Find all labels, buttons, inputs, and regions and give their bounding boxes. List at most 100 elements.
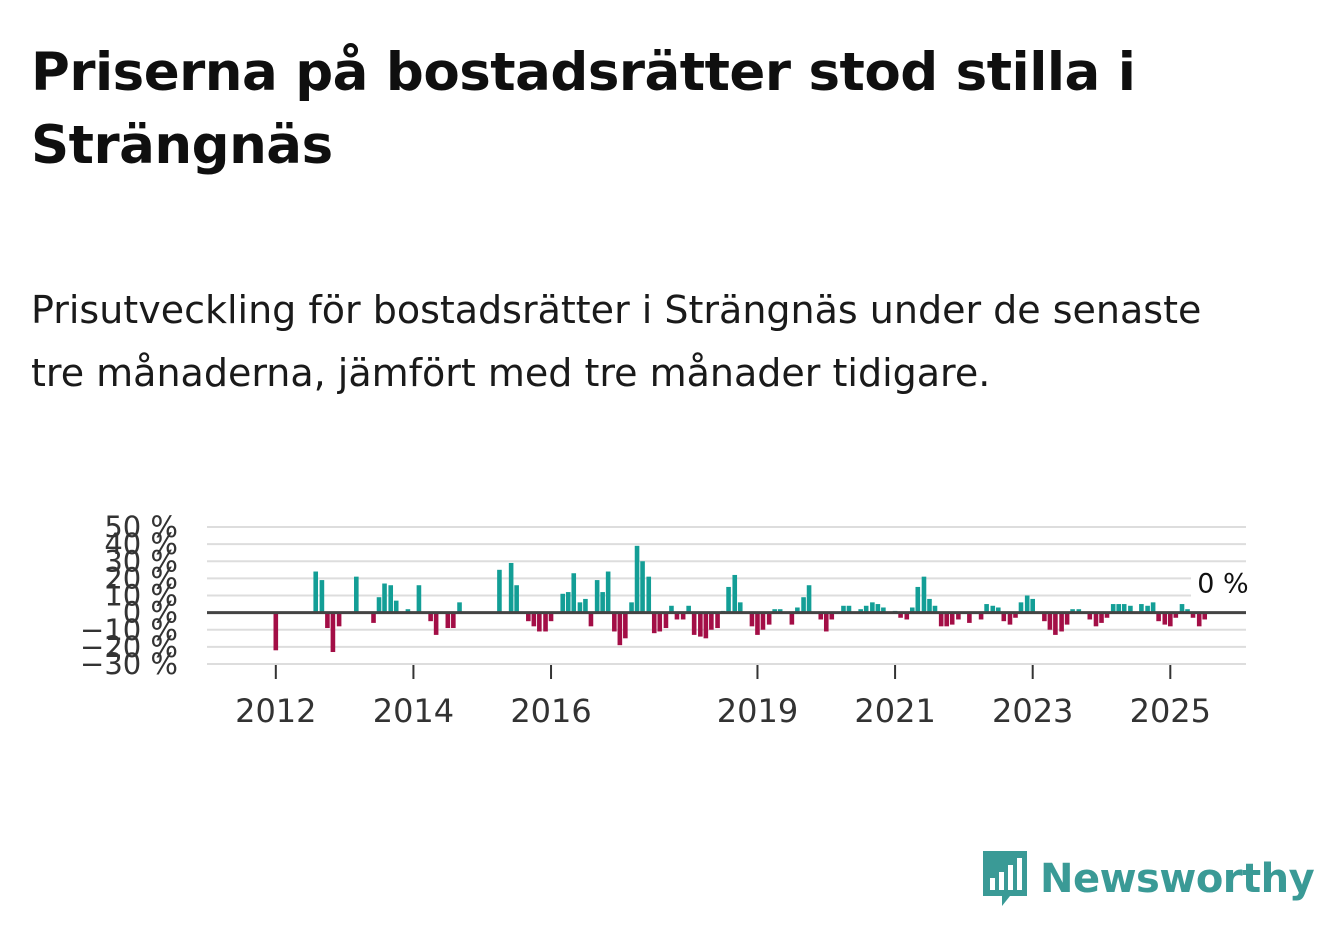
bar <box>915 586 921 613</box>
bar <box>932 605 938 613</box>
bar <box>795 607 800 613</box>
y-axis-ticks: 50 %40 %30 %20 %10 %0 %−10 %−20 %−30 % <box>80 510 178 681</box>
chart-title: Priserna på bostadsrätter stod stilla i … <box>31 42 1136 176</box>
bar <box>634 545 640 613</box>
bar <box>560 593 566 613</box>
bar <box>600 592 605 613</box>
bar <box>755 612 760 635</box>
bar <box>938 612 944 627</box>
bar <box>1001 612 1007 622</box>
bar <box>457 602 462 613</box>
bar <box>732 574 738 613</box>
bar <box>909 607 915 613</box>
bar <box>1168 612 1173 627</box>
bar <box>1093 612 1099 627</box>
bar <box>605 571 611 613</box>
x-tick-label: 2025 <box>1130 692 1211 730</box>
bar <box>818 612 824 620</box>
bar <box>393 600 399 613</box>
bar <box>514 585 519 613</box>
bar <box>1185 609 1190 613</box>
bar <box>789 612 795 625</box>
y-tick-label: 20 % <box>104 561 178 595</box>
y-tick-label: −30 % <box>80 647 178 681</box>
y-tick-label: 30 % <box>104 544 178 578</box>
bar <box>1047 612 1053 630</box>
x-axis-ticks: 2012 2014 2016 2019 2021 2023 2025 <box>235 665 1211 730</box>
bar <box>612 612 617 632</box>
newsworthy-logo-text: Newsworthy <box>1040 856 1315 902</box>
bar <box>319 580 325 613</box>
bar <box>863 605 869 613</box>
bar <box>1059 612 1064 632</box>
bar <box>858 609 863 613</box>
bar <box>956 612 961 620</box>
bar <box>1087 612 1093 620</box>
bar <box>760 612 766 630</box>
bar <box>944 612 949 627</box>
bar <box>984 604 989 613</box>
bar <box>715 612 720 629</box>
bar <box>726 586 731 613</box>
bar <box>737 602 743 613</box>
bar <box>629 602 634 613</box>
bar <box>577 602 583 613</box>
bar <box>1150 602 1156 613</box>
bar <box>526 612 531 622</box>
bar <box>1145 605 1150 613</box>
bar <box>508 562 514 613</box>
bar <box>1013 612 1018 618</box>
bar <box>416 585 422 613</box>
bar <box>921 576 927 613</box>
x-tick-label: 2012 <box>235 692 316 730</box>
bar <box>1053 612 1058 635</box>
bar <box>531 612 537 627</box>
bar <box>1070 609 1075 613</box>
bar <box>698 612 703 637</box>
bar <box>325 612 330 629</box>
y-tick-label: 40 % <box>104 527 178 561</box>
y-tick-label: 10 % <box>104 579 178 613</box>
y-tick-label: −20 % <box>80 630 178 664</box>
bar <box>1139 604 1144 613</box>
bar <box>1121 604 1127 613</box>
price-change-bar-chart: 50 %40 %30 %20 %10 %0 %−10 %−20 %−30 % 2… <box>80 510 1256 730</box>
bar <box>313 571 319 613</box>
bar <box>640 561 645 613</box>
bar <box>995 607 1001 613</box>
bar <box>691 612 697 635</box>
bar <box>898 612 903 618</box>
bar <box>846 605 852 613</box>
bar <box>806 585 812 613</box>
bar <box>875 604 881 613</box>
bar <box>571 573 577 613</box>
bar <box>537 612 542 632</box>
bar <box>990 605 996 613</box>
bar <box>1116 604 1122 613</box>
bar <box>967 612 972 623</box>
bar <box>978 612 984 620</box>
bar <box>388 585 394 613</box>
bar <box>273 612 279 651</box>
bar <box>433 612 439 635</box>
bar <box>1024 595 1030 613</box>
bar <box>686 605 691 613</box>
bar <box>829 612 835 620</box>
bar <box>588 612 594 627</box>
bar <box>1099 612 1104 623</box>
bar <box>543 612 548 632</box>
annotation: 0 % <box>1191 567 1256 600</box>
bar <box>870 602 875 613</box>
bar <box>382 583 387 613</box>
x-tick-label: 2023 <box>992 692 1073 730</box>
bar <box>376 597 382 613</box>
bar <box>1173 612 1179 618</box>
bar <box>663 612 669 629</box>
bar <box>445 612 451 629</box>
bar <box>451 612 456 629</box>
x-tick-label: 2016 <box>510 692 591 730</box>
bar <box>777 609 783 613</box>
bar <box>703 612 709 639</box>
bar <box>594 580 600 613</box>
bar <box>1110 604 1116 613</box>
